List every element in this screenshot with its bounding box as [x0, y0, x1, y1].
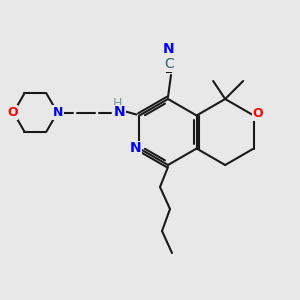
Text: N: N — [53, 106, 64, 119]
Text: C: C — [164, 57, 174, 71]
Text: O: O — [7, 106, 18, 119]
Text: H: H — [113, 97, 122, 110]
Text: N: N — [163, 42, 175, 56]
Text: N: N — [114, 106, 125, 119]
Text: N: N — [52, 106, 63, 119]
Text: O: O — [252, 107, 263, 120]
Text: N: N — [130, 142, 141, 155]
